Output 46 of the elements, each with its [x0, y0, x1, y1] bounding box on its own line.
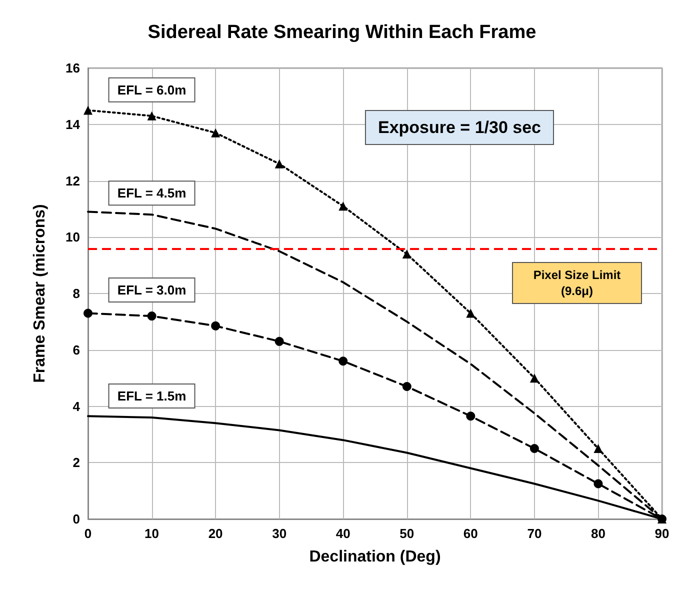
point: [147, 111, 156, 120]
point: [274, 159, 284, 168]
point: [466, 308, 476, 318]
point: [84, 106, 92, 115]
y-axis-title: Frame Smear (microns): [32, 204, 48, 383]
x-tick-label: 0: [84, 526, 92, 541]
y-tick-label: 16: [66, 60, 80, 76]
series-label: EFL = 6.0m: [117, 82, 186, 98]
point: [466, 412, 476, 421]
point: [402, 250, 412, 259]
point: [594, 479, 603, 488]
point: [594, 444, 603, 454]
x-tick-label: 30: [272, 526, 287, 541]
x-axis-title: Declination (Deg): [309, 548, 441, 566]
x-tick-label: 80: [590, 526, 606, 541]
x-tick-label: 10: [144, 526, 160, 541]
y-tick-label: 4: [72, 398, 81, 414]
point: [530, 444, 539, 454]
x-tick-label: 50: [400, 526, 414, 541]
point: [338, 202, 348, 211]
point: [274, 336, 284, 346]
y-tick-label: 14: [66, 116, 81, 132]
x-tick-label: 20: [208, 526, 223, 541]
y-tick-label: 10: [66, 230, 80, 245]
y-tick-label: 8: [72, 286, 80, 301]
x-tick-label: 90: [654, 526, 670, 541]
point: [211, 128, 220, 138]
x-tick-label: 60: [463, 526, 478, 541]
y-tick-label: 6: [72, 342, 80, 358]
point: [338, 356, 348, 366]
point: [530, 374, 539, 383]
point: [84, 308, 92, 318]
y-tick-label: 0: [72, 512, 80, 526]
point: [211, 321, 220, 330]
series-label: EFL = 1.5m: [117, 388, 186, 404]
y-tick-label: 12: [66, 173, 80, 188]
annotation: Exposure = 1/30 sec: [378, 118, 542, 137]
series-label: EFL = 3.0m: [117, 282, 186, 298]
point: [402, 382, 412, 392]
note-box: Pixel Size Limit (9.6μ): [512, 262, 642, 304]
point: [147, 312, 156, 321]
x-tick-label: 70: [527, 526, 542, 541]
x-tick-label: 40: [336, 526, 350, 541]
y-tick-label: 2: [72, 455, 80, 470]
series-label: EFL = 4.5m: [117, 186, 186, 201]
chart-title: Sidereal Rate Smearing Within Each Frame: [148, 22, 536, 43]
